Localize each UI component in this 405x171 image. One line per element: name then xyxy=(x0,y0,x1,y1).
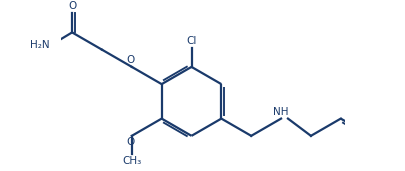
Text: O: O xyxy=(126,137,134,147)
Text: NH: NH xyxy=(273,107,288,117)
Text: O: O xyxy=(126,55,134,65)
Text: O: O xyxy=(68,1,76,11)
Text: Cl: Cl xyxy=(186,36,196,46)
Text: CH₃: CH₃ xyxy=(122,156,141,166)
Text: H₂N: H₂N xyxy=(30,41,50,50)
